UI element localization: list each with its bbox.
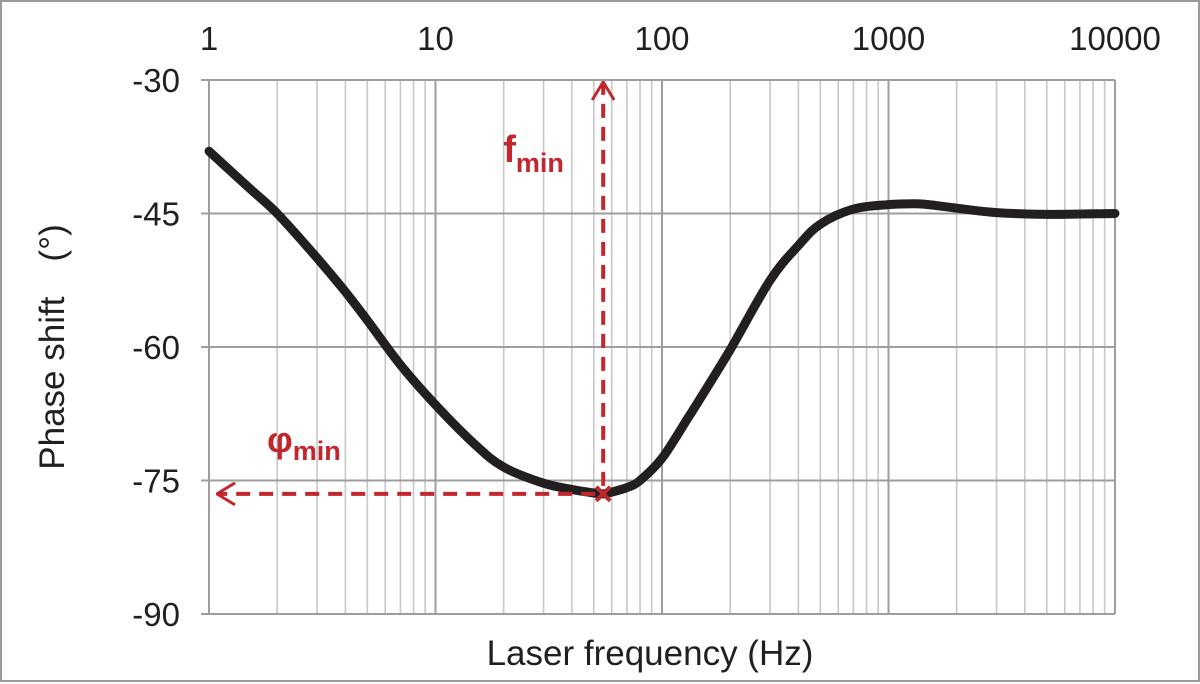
- phase-shift-curve: [204, 146, 1120, 499]
- y-tick-label: -90: [132, 596, 180, 633]
- minimum-marker: [594, 485, 612, 503]
- x-axis-title: Laser frequency (Hz): [487, 634, 814, 673]
- x-tick-label: 100: [634, 20, 689, 57]
- x-tick-label: 10000: [1069, 20, 1161, 57]
- minimum-point-cross: [594, 485, 612, 503]
- y-tick-label: -60: [132, 329, 180, 366]
- x-tick-label: 1000: [852, 20, 925, 57]
- x-tick-label: 1: [200, 20, 218, 57]
- y-tick-label: -30: [132, 62, 180, 99]
- fmin-label: fmin: [503, 129, 564, 178]
- y-axis-ticks: -30 -45 -60 -75 -90: [132, 62, 180, 633]
- series-layer: [204, 146, 1120, 499]
- annotation-layer: fmin φmin: [217, 82, 610, 501]
- y-axis-title: Phase shift (°): [33, 224, 72, 469]
- y-tick-label: -75: [132, 463, 180, 500]
- x-axis-ticks: 1 10 100 1000 10000: [200, 20, 1161, 57]
- phimin-label: φmin: [267, 419, 341, 466]
- major-gridlines: [201, 79, 1116, 615]
- y-tick-label: -45: [132, 196, 180, 233]
- x-tick-label: 10: [417, 20, 454, 57]
